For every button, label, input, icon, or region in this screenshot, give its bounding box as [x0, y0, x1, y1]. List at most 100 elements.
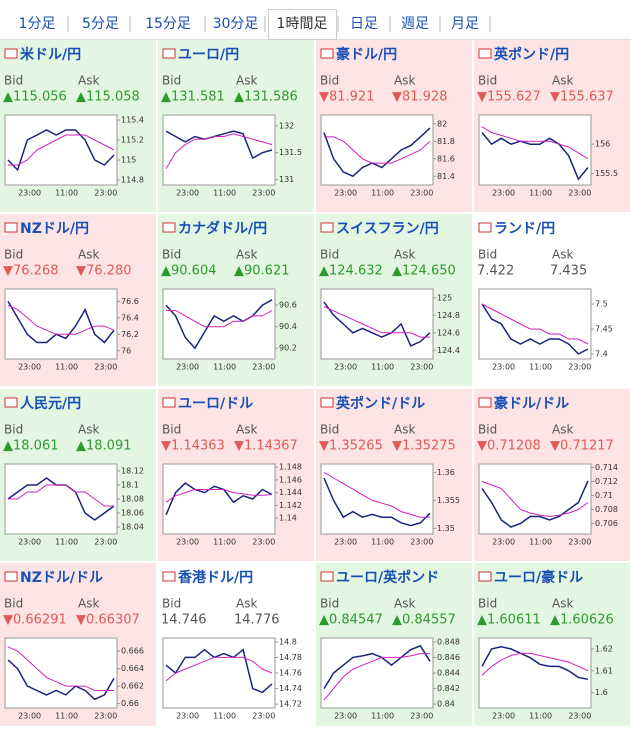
- flag-icon: [162, 48, 176, 59]
- pair-name[interactable]: 米ドル/円: [20, 46, 81, 63]
- tab[interactable]: 1時間足: [277, 16, 328, 32]
- tab[interactable]: 週足: [401, 16, 429, 32]
- y-tick-label: 76.2: [121, 330, 139, 339]
- price-line: [481, 126, 589, 160]
- y-tick-label: 14.74: [279, 684, 302, 693]
- pair-name[interactable]: NZドル/円: [20, 221, 89, 237]
- x-tick-label: 11:00: [529, 712, 552, 721]
- bid-value: ▼81.921: [319, 90, 375, 105]
- pair-name[interactable]: スイスフラン/円: [336, 221, 439, 237]
- y-tick-label: 0.666: [121, 647, 144, 656]
- tab[interactable]: 日足: [350, 16, 378, 32]
- x-tick-label: 23:00: [492, 189, 515, 198]
- pair-name[interactable]: 英ポンド/ドル: [335, 395, 425, 412]
- ask-label: Ask: [552, 74, 573, 88]
- tab[interactable]: 30分足: [213, 16, 259, 32]
- chart-area: [162, 288, 276, 360]
- ask-label: Ask: [552, 248, 573, 262]
- pair-name[interactable]: カナダドル/円: [178, 220, 267, 237]
- ask-label: Ask: [78, 74, 99, 88]
- y-tick-label: 0.66: [121, 699, 139, 708]
- price-line: [323, 653, 430, 701]
- bid-label: Bid: [162, 597, 181, 611]
- x-tick-label: 11:00: [529, 363, 552, 372]
- price-line: [324, 136, 431, 164]
- chart-area: [320, 637, 434, 709]
- price-line: [165, 489, 273, 503]
- pair-name[interactable]: 豪ドル/円: [336, 46, 397, 63]
- pair-name[interactable]: ユーロ/英ポンド: [336, 569, 439, 586]
- price-line: [481, 132, 589, 181]
- x-tick-label: 11:00: [529, 189, 552, 198]
- flag-icon: [320, 571, 334, 582]
- chart-area: [478, 114, 592, 186]
- price-line: [481, 303, 589, 345]
- ask-value: ▼155.637: [550, 90, 614, 105]
- ask-label: Ask: [78, 597, 99, 611]
- x-tick-label: 23:00: [410, 189, 433, 198]
- y-tick-label: 76.6: [121, 297, 139, 306]
- pair-name[interactable]: 人民元/円: [20, 395, 81, 412]
- y-tick-label: 81.8: [437, 137, 455, 146]
- price-line: [481, 303, 589, 355]
- flag-icon: [320, 48, 334, 59]
- bid-value: ▲0.84547: [319, 613, 383, 628]
- y-tick-label: 18.04: [121, 523, 144, 532]
- y-tick-label: 115.2: [121, 136, 144, 145]
- y-tick-label: 0.664: [121, 664, 144, 673]
- y-tick-label: 18.12: [121, 467, 144, 476]
- ask-value: ▼76.280: [76, 264, 132, 279]
- y-tick-label: 124.6: [437, 328, 460, 337]
- x-tick-label: 23:00: [94, 363, 117, 372]
- pair-name[interactable]: ユーロ/ドル: [178, 396, 253, 412]
- ask-value: ▲90.621: [234, 264, 290, 279]
- y-tick-label: 131: [279, 175, 294, 184]
- bid-value: ▲131.581: [161, 90, 225, 105]
- y-tick-label: 115.4: [121, 116, 144, 125]
- chart-area: [320, 288, 434, 360]
- x-tick-label: 23:00: [334, 189, 357, 198]
- tab[interactable]: 1分足: [19, 16, 56, 32]
- y-tick-label: 90.2: [279, 344, 297, 353]
- flag-icon: [162, 397, 176, 408]
- bid-label: Bid: [320, 597, 339, 611]
- chart-area: [4, 463, 118, 535]
- pair-name[interactable]: NZドル/ドル: [20, 570, 103, 586]
- y-tick-label: 124.8: [437, 311, 460, 320]
- flag-icon: [478, 397, 492, 408]
- tab[interactable]: 月足: [451, 16, 479, 32]
- y-tick-label: 0.708: [595, 505, 618, 514]
- y-tick-label: 1.146: [279, 475, 302, 484]
- tab[interactable]: 15分足: [145, 16, 191, 32]
- tab[interactable]: 5分足: [82, 16, 119, 32]
- pair-name[interactable]: 香港ドル/円: [177, 569, 253, 586]
- x-tick-label: 11:00: [213, 363, 236, 372]
- pair-name[interactable]: 豪ドル/ドル: [494, 395, 569, 412]
- x-tick-label: 23:00: [94, 712, 117, 721]
- bid-label: Bid: [162, 423, 181, 437]
- pair-name[interactable]: ユーロ/豪ドル: [494, 569, 583, 586]
- price-line: [323, 477, 431, 527]
- ask-label: Ask: [236, 74, 257, 88]
- price-line: [481, 652, 589, 676]
- y-tick-label: 18.1: [121, 481, 139, 490]
- x-tick-label: 23:00: [334, 363, 357, 372]
- x-tick-label: 11:00: [213, 538, 236, 547]
- ask-value: ▼81.928: [392, 90, 448, 105]
- price-line: [481, 480, 589, 528]
- pair-name[interactable]: ランド/円: [494, 221, 555, 237]
- price-line: [323, 301, 431, 347]
- y-tick-label: 76: [121, 346, 131, 355]
- pair-name[interactable]: 英ポンド/円: [493, 46, 569, 63]
- x-tick-label: 23:00: [252, 363, 275, 372]
- x-tick-label: 23:00: [18, 712, 41, 721]
- y-tick-label: 1.61: [595, 666, 613, 675]
- bid-value: ▼1.14363: [161, 439, 225, 454]
- y-tick-label: 90.6: [279, 301, 297, 310]
- x-tick-label: 11:00: [371, 189, 394, 198]
- chart-area: [162, 637, 276, 709]
- y-tick-label: 0.706: [595, 519, 618, 528]
- bid-value: ▲18.061: [3, 439, 59, 454]
- chart-area: [478, 288, 592, 360]
- pair-name[interactable]: ユーロ/円: [178, 47, 239, 63]
